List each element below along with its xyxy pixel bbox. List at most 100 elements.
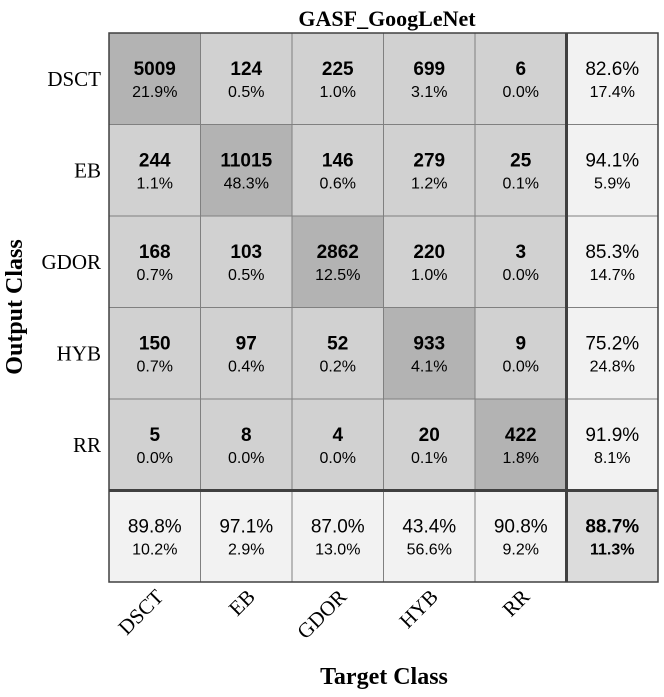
cell-hyb-dsct-value: 150 <box>139 333 171 354</box>
col-label-hyb: HYB <box>394 585 442 633</box>
cell-dsct-eb-percent: 0.5% <box>228 84 264 101</box>
cell-hyb-rr: 9 0.0% <box>474 307 567 400</box>
cell-rr-eb-value: 8 <box>241 425 252 446</box>
cell-gdor-eb-value: 103 <box>230 242 262 263</box>
row-summary-rr: 91.9% 8.1% <box>566 398 659 491</box>
cell-eb-gdor-percent: 0.6% <box>320 175 356 192</box>
cell-hyb-hyb: 933 4.1% <box>383 307 476 400</box>
cell-gdor-gdor-value: 2862 <box>317 242 359 263</box>
row-summary-hyb-percent: 24.8% <box>590 358 635 375</box>
cell-rr-rr-percent: 1.8% <box>503 450 539 467</box>
overall-accuracy-cell: 88.7% 11.3% <box>566 490 659 583</box>
cell-eb-hyb-percent: 1.2% <box>411 175 447 192</box>
cell-gdor-rr: 3 0.0% <box>474 215 567 308</box>
row-summary-dsct-value: 82.6% <box>585 59 639 80</box>
cell-rr-eb-percent: 0.0% <box>228 450 264 467</box>
cell-gdor-rr-bg <box>474 215 567 308</box>
row-summary-eb-bg <box>566 124 659 217</box>
cell-rr-rr-value: 422 <box>505 425 537 446</box>
cell-rr-dsct-percent: 0.0% <box>137 450 173 467</box>
cell-rr-rr: 422 1.8% <box>474 398 567 491</box>
cell-gdor-gdor-bg <box>291 215 384 308</box>
cell-hyb-dsct: 150 0.7% <box>108 307 201 400</box>
row-summary-eb: 94.1% 5.9% <box>566 124 659 217</box>
row-summary-eb-percent: 5.9% <box>594 175 630 192</box>
cell-eb-gdor: 146 0.6% <box>291 124 384 217</box>
cell-hyb-dsct-percent: 0.7% <box>137 358 173 375</box>
row-summary-hyb: 75.2% 24.8% <box>566 307 659 400</box>
cell-eb-rr-value: 25 <box>510 150 532 171</box>
cell-dsct-hyb-bg <box>383 32 476 125</box>
cell-gdor-gdor-percent: 12.5% <box>315 267 360 284</box>
cell-eb-rr: 25 0.1% <box>474 124 567 217</box>
col-summary-gdor: 87.0% 13.0% <box>291 490 384 583</box>
col-summary-rr-value: 90.8% <box>494 516 548 537</box>
cell-dsct-hyb-value: 699 <box>413 59 445 80</box>
row-summary-dsct-percent: 17.4% <box>590 84 635 101</box>
col-summary-eb-value: 97.1% <box>219 516 273 537</box>
cell-eb-hyb: 279 1.2% <box>383 124 476 217</box>
row-label-hyb: HYB <box>57 341 101 365</box>
cell-gdor-hyb-bg <box>383 215 476 308</box>
cell-eb-rr-percent: 0.1% <box>503 175 539 192</box>
col-label-dsct: DSCT <box>113 584 168 639</box>
cell-eb-eb: 11015 48.3% <box>200 124 293 217</box>
cell-gdor-dsct-value: 168 <box>139 242 171 263</box>
cell-hyb-eb-value: 97 <box>236 333 257 354</box>
cell-hyb-gdor: 52 0.2% <box>291 307 384 400</box>
row-label-dsct: DSCT <box>47 67 101 91</box>
col-summary-gdor-value: 87.0% <box>311 516 365 537</box>
cell-hyb-hyb-percent: 4.1% <box>411 358 447 375</box>
cell-hyb-rr-bg <box>474 307 567 400</box>
cell-gdor-rr-value: 3 <box>515 242 526 263</box>
cell-dsct-gdor-value: 225 <box>322 59 354 80</box>
col-summary-hyb-percent: 56.6% <box>407 541 452 558</box>
row-summary-rr-percent: 8.1% <box>594 450 630 467</box>
cell-eb-hyb-value: 279 <box>413 150 445 171</box>
row-summary-rr-value: 91.9% <box>585 425 639 446</box>
cell-hyb-gdor-percent: 0.2% <box>320 358 356 375</box>
x-axis-label: Target Class <box>320 664 448 690</box>
overall-accuracy-cell-value: 88.7% <box>585 516 639 537</box>
cell-rr-hyb-bg <box>383 398 476 491</box>
cell-hyb-rr-percent: 0.0% <box>503 358 539 375</box>
cell-rr-gdor-bg <box>291 398 384 491</box>
cell-gdor-hyb-value: 220 <box>413 242 445 263</box>
chart-title: GASF_GoogLeNet <box>298 6 476 31</box>
cell-hyb-hyb-bg <box>383 307 476 400</box>
cell-dsct-rr-percent: 0.0% <box>503 84 539 101</box>
col-summary-dsct: 89.8% 10.2% <box>108 490 201 583</box>
cell-dsct-gdor: 225 1.0% <box>291 32 384 125</box>
row-summary-gdor: 85.3% 14.7% <box>566 215 659 308</box>
row-label-eb: EB <box>74 158 101 182</box>
cell-rr-dsct-value: 5 <box>149 425 160 446</box>
cell-eb-dsct: 244 1.1% <box>108 124 201 217</box>
col-summary-eb: 97.1% 2.9% <box>200 490 293 583</box>
cell-eb-gdor-value: 146 <box>322 150 354 171</box>
cell-eb-dsct-percent: 1.1% <box>137 175 173 192</box>
cell-gdor-dsct-bg <box>108 215 201 308</box>
cell-rr-gdor: 4 0.0% <box>291 398 384 491</box>
cell-gdor-rr-percent: 0.0% <box>503 267 539 284</box>
cell-hyb-hyb-value: 933 <box>413 333 445 354</box>
cell-hyb-eb-bg <box>200 307 293 400</box>
cell-dsct-dsct-value: 5009 <box>134 59 176 80</box>
col-label-rr: RR <box>498 585 535 622</box>
cell-hyb-rr-value: 9 <box>515 333 526 354</box>
col-summary-eb-percent: 2.9% <box>228 541 264 558</box>
cell-dsct-eb-bg <box>200 32 293 125</box>
col-label-eb: EB <box>224 585 260 621</box>
col-summary-dsct-value: 89.8% <box>128 516 182 537</box>
cell-dsct-rr-bg <box>474 32 567 125</box>
cell-hyb-gdor-value: 52 <box>327 333 348 354</box>
cell-hyb-dsct-bg <box>108 307 201 400</box>
cell-rr-gdor-value: 4 <box>332 425 343 446</box>
cell-rr-hyb: 20 0.1% <box>383 398 476 491</box>
cell-gdor-eb-percent: 0.5% <box>228 267 264 284</box>
cell-gdor-dsct: 168 0.7% <box>108 215 201 308</box>
col-summary-gdor-percent: 13.0% <box>315 541 360 558</box>
cell-hyb-eb-percent: 0.4% <box>228 358 264 375</box>
cell-gdor-eb: 103 0.5% <box>200 215 293 308</box>
cell-gdor-eb-bg <box>200 215 293 308</box>
